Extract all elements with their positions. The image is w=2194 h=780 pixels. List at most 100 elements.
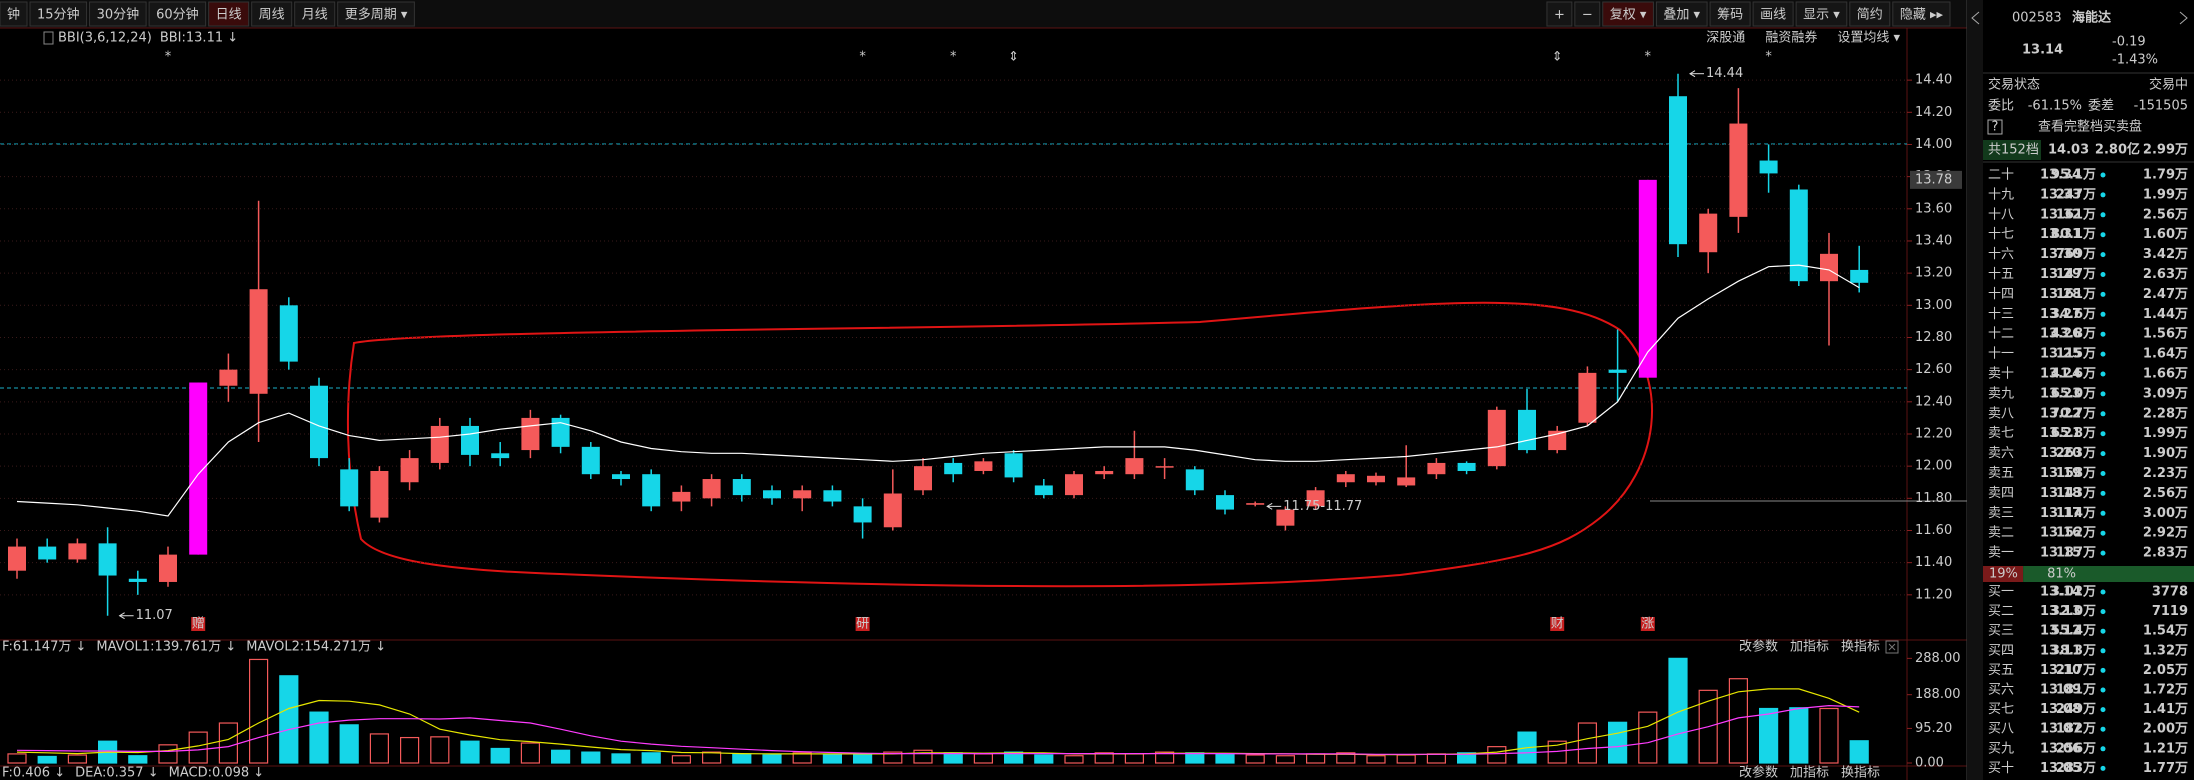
volume-link[interactable]: 改参数 xyxy=(1739,639,1778,655)
period-tab[interactable] xyxy=(251,1,293,27)
period-tab[interactable] xyxy=(0,1,28,27)
tool-label[interactable]: 显示 ▾ xyxy=(1803,8,1840,23)
volume-bar xyxy=(1819,707,1839,764)
tool-button[interactable] xyxy=(1795,1,1848,27)
volume-bar xyxy=(249,658,269,764)
indicator-link[interactable]: 设置均线 ▾ xyxy=(1837,31,1900,46)
period-label[interactable]: 60分钟 xyxy=(156,7,199,23)
period-tab[interactable] xyxy=(148,1,207,27)
candle-body xyxy=(823,490,842,502)
macd-link[interactable]: 加指标 xyxy=(1790,766,1829,780)
full-book-link[interactable]: 查看完整档买卖盘 xyxy=(2038,119,2142,135)
tool-button[interactable] xyxy=(1655,1,1708,27)
event-tag[interactable]: 涨 xyxy=(1641,617,1654,632)
book-price: 13.09 xyxy=(2040,683,2081,698)
tool-label[interactable]: 复权 ▾ xyxy=(1610,7,1647,23)
book-volume: 3.02万 xyxy=(2051,585,2096,600)
tool-button[interactable] xyxy=(1574,1,1601,27)
candle-body xyxy=(1850,269,1869,283)
volume-bar xyxy=(943,752,963,764)
period-tab[interactable] xyxy=(29,1,88,27)
tool-button[interactable] xyxy=(1546,1,1573,27)
period-tab[interactable] xyxy=(337,1,415,27)
tool-button[interactable] xyxy=(1709,1,1751,27)
tool-button[interactable] xyxy=(1849,1,1891,27)
volume-bar xyxy=(671,755,692,764)
book-price: 13.20 xyxy=(2040,446,2081,461)
hand-drawn-circle xyxy=(346,301,1654,588)
indicator-icon[interactable] xyxy=(43,31,54,45)
period-label[interactable]: 更多周期 ▾ xyxy=(345,7,408,23)
event-marker: * xyxy=(1645,50,1652,65)
period-tab[interactable] xyxy=(89,1,147,27)
event-tag-box[interactable] xyxy=(855,617,870,631)
book-volume: 38.3万 xyxy=(2051,643,2096,658)
event-tag-box[interactable] xyxy=(1550,617,1565,631)
book-volume: 65.0万 xyxy=(2051,386,2096,401)
collapse-arrow[interactable] xyxy=(1971,11,1980,25)
volume-header: MAVOL1:139.761万 ↓ xyxy=(96,640,236,655)
book-level: 买九 xyxy=(1988,741,2014,756)
book-level: 买三 xyxy=(1988,624,2014,639)
volume-bar xyxy=(520,742,541,764)
help-box[interactable] xyxy=(1987,119,2003,135)
period-tab[interactable] xyxy=(208,1,250,27)
tool-label[interactable]: 画线 xyxy=(1760,8,1786,23)
period-label[interactable]: 周线 xyxy=(259,8,285,23)
annotation-label: 14.44 xyxy=(1706,66,1743,81)
candle-body xyxy=(1185,469,1204,491)
tool-button[interactable] xyxy=(1602,1,1654,27)
volume-link[interactable]: 换指标 xyxy=(1841,640,1880,655)
candle-body xyxy=(1427,462,1446,475)
candle-body xyxy=(944,462,963,475)
book-price: 13.21 xyxy=(2040,426,2081,441)
book-volume: 80.1万 xyxy=(2051,227,2096,242)
volume-link[interactable]: 加指标 xyxy=(1790,640,1829,655)
tool-button[interactable] xyxy=(1752,1,1794,27)
indicator-link[interactable]: 深股通 xyxy=(1706,31,1745,46)
volume-header: MAVOL2:154.271万 ↓ xyxy=(246,640,386,655)
period-label[interactable]: 15分钟 xyxy=(37,7,80,23)
period-tab[interactable] xyxy=(294,1,336,27)
macd-link[interactable]: 换指标 xyxy=(1841,766,1880,780)
ratio-bar-sell xyxy=(1983,566,2024,582)
close-button[interactable] xyxy=(1885,640,1899,654)
event-tag[interactable]: 赠 xyxy=(192,617,205,632)
y-tick-label: 12.60 xyxy=(1915,362,1952,377)
y-tick-label: 95.20 xyxy=(1915,721,1952,736)
book-count: 3.42万 xyxy=(2143,247,2188,262)
help-icon[interactable]: ? xyxy=(1992,120,1999,135)
indicator-link[interactable]: 融资融券 xyxy=(1765,30,1817,46)
candle-body xyxy=(763,490,781,499)
tool-label[interactable]: 简约 xyxy=(1857,7,1883,23)
book-dot xyxy=(2100,589,2106,595)
book-count: 1.21万 xyxy=(2143,741,2188,756)
tool-button[interactable] xyxy=(1892,1,1951,27)
event-tag-box[interactable] xyxy=(191,617,206,631)
volume-bar xyxy=(460,740,480,764)
book-price: 13.15 xyxy=(2040,546,2081,561)
tool-label[interactable]: + xyxy=(1554,8,1565,23)
period-label[interactable]: 月线 xyxy=(302,8,328,23)
event-tag-box[interactable] xyxy=(1640,617,1655,631)
book-count: 3778 xyxy=(2152,585,2188,600)
period-label[interactable]: 钟 xyxy=(7,7,20,23)
period-label[interactable]: 30分钟 xyxy=(97,7,140,23)
book-count: 1.99万 xyxy=(2143,187,2188,202)
mavol2-line xyxy=(16,704,1860,755)
tool-label[interactable]: 叠加 ▾ xyxy=(1663,8,1700,23)
candle-body xyxy=(1034,485,1053,496)
period-label[interactable]: 日线 xyxy=(216,8,242,23)
volume-bar xyxy=(339,724,359,764)
event-tag[interactable]: 财 xyxy=(1551,617,1564,632)
event-tag[interactable]: 研 xyxy=(856,617,869,632)
next-arrow[interactable] xyxy=(2179,11,2188,25)
tool-label[interactable]: 隐藏 ▸▸ xyxy=(1900,8,1944,23)
ratio-value: -61.15% xyxy=(2028,99,2082,114)
y-tick-label: 14.00 xyxy=(1915,137,1952,152)
book-volume: 181万 xyxy=(2056,683,2096,698)
macd-link[interactable]: 改参数 xyxy=(1739,765,1778,780)
tool-label[interactable]: − xyxy=(1582,8,1593,23)
volume-bar xyxy=(430,736,450,764)
tool-label[interactable]: 筹码 xyxy=(1717,7,1743,23)
